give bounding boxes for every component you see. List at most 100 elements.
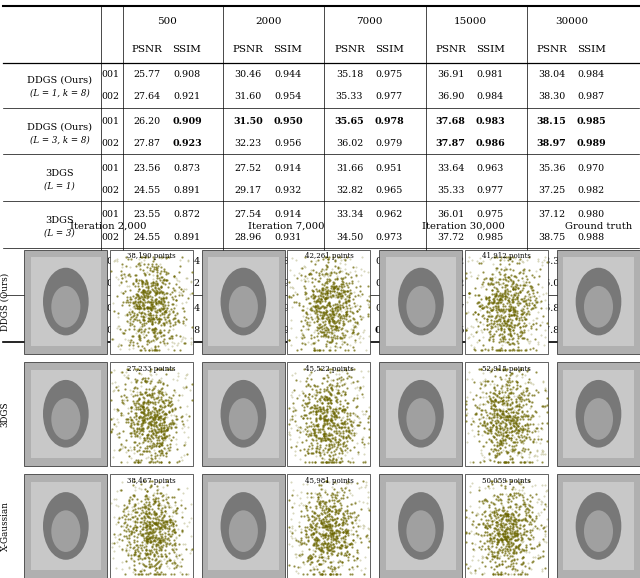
Point [499, 505, 509, 514]
Point [148, 527, 159, 536]
Point [324, 509, 334, 518]
Point [175, 331, 185, 340]
Point [509, 515, 519, 524]
Point [504, 312, 515, 321]
Point [508, 524, 518, 533]
Point [143, 407, 153, 416]
Point [488, 516, 499, 525]
Point [308, 404, 319, 413]
Text: 38.15: 38.15 [537, 117, 566, 125]
Point [109, 377, 120, 387]
Point [364, 302, 374, 312]
Point [186, 380, 196, 389]
Point [486, 305, 496, 314]
Point [150, 532, 161, 542]
Point [131, 377, 141, 386]
Point [307, 403, 317, 412]
Point [143, 549, 153, 558]
Point [461, 309, 472, 318]
Point [311, 538, 321, 547]
Point [337, 328, 348, 338]
Point [486, 528, 497, 538]
Point [493, 527, 503, 536]
Text: 002: 002 [101, 232, 119, 242]
Point [156, 425, 166, 435]
Point [137, 413, 147, 423]
Point [504, 295, 514, 305]
Point [324, 394, 335, 403]
Point [329, 391, 339, 400]
Point [472, 327, 482, 336]
Point [323, 298, 333, 307]
Point [135, 431, 145, 440]
Point [320, 319, 330, 328]
Point [334, 422, 344, 431]
Point [154, 388, 164, 398]
Point [514, 269, 524, 278]
Point [516, 451, 526, 461]
Point [284, 335, 294, 344]
Point [348, 328, 358, 337]
Point [318, 414, 328, 423]
Point [328, 565, 339, 574]
Point [491, 316, 501, 325]
Point [516, 532, 526, 542]
Point [117, 395, 127, 405]
Point [303, 531, 313, 540]
Point [492, 567, 502, 576]
Point [337, 490, 348, 499]
Point [314, 393, 324, 402]
Point [524, 508, 534, 517]
Point [465, 387, 476, 397]
Point [334, 436, 344, 446]
Point [483, 520, 493, 529]
Point [138, 292, 148, 302]
Point [347, 328, 357, 338]
Point [495, 411, 506, 420]
Point [330, 445, 340, 454]
Point [154, 458, 164, 467]
Point [468, 309, 478, 318]
Text: 30.46: 30.46 [235, 70, 262, 79]
Point [491, 298, 501, 307]
Point [317, 324, 327, 334]
Point [131, 409, 141, 418]
Point [167, 529, 177, 539]
Point [163, 527, 173, 536]
Point [119, 507, 129, 517]
Point [155, 269, 165, 279]
Point [504, 294, 514, 303]
Point [330, 433, 340, 442]
Point [152, 486, 163, 495]
Point [145, 288, 156, 297]
Point [150, 403, 160, 413]
Point [137, 426, 147, 435]
Point [290, 405, 300, 414]
Point [521, 543, 531, 552]
Point [478, 413, 488, 422]
Point [499, 252, 509, 261]
Point [163, 300, 173, 309]
Point [145, 378, 156, 387]
Point [301, 401, 312, 410]
Point [319, 391, 330, 401]
Point [500, 294, 510, 303]
Point [332, 381, 342, 390]
Point [177, 500, 187, 509]
Point [145, 538, 156, 547]
Point [346, 429, 356, 438]
Point [508, 454, 518, 463]
Point [143, 517, 154, 527]
Point [140, 413, 150, 423]
Point [175, 284, 186, 294]
Point [310, 458, 320, 467]
Point [314, 499, 324, 509]
Point [317, 397, 327, 406]
Point [519, 325, 529, 334]
Point [147, 280, 157, 290]
Text: 36.90: 36.90 [437, 92, 464, 101]
Point [308, 528, 318, 537]
Point [477, 376, 488, 386]
Point [146, 482, 156, 491]
Point [492, 537, 502, 546]
